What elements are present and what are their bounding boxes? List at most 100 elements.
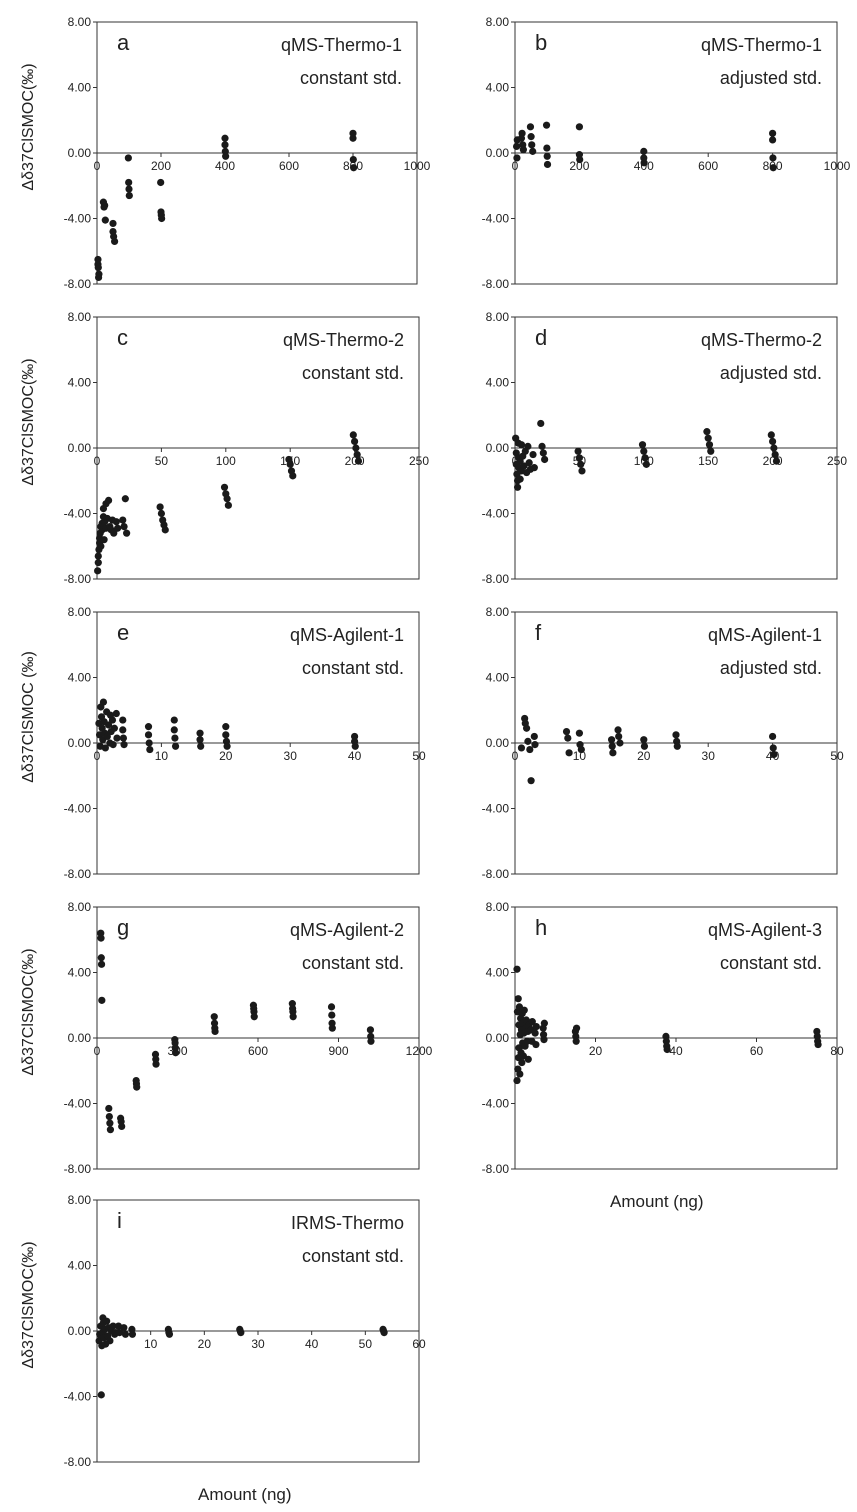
y-tick-label: -8.00	[64, 867, 92, 881]
data-point	[366, 1026, 375, 1034]
data-point	[577, 745, 585, 754]
data-point	[517, 441, 526, 449]
data-point	[516, 475, 524, 483]
data-point	[128, 1330, 137, 1338]
y-tick-label: 8.00	[486, 310, 510, 324]
data-point	[197, 742, 205, 750]
data-point	[123, 529, 131, 537]
panel-subtitle: adjusted std.	[720, 68, 822, 88]
y-tick-label: -4.00	[64, 1097, 92, 1111]
panel-a: 8.004.000.00-4.00-8.0002004006008001000a…	[20, 15, 431, 291]
data-point	[576, 155, 584, 164]
data-point	[614, 726, 622, 734]
data-point	[328, 1024, 336, 1032]
data-point	[161, 526, 169, 534]
data-point	[354, 457, 363, 465]
data-point	[640, 736, 648, 744]
data-point	[520, 1006, 528, 1014]
panel-letter: e	[117, 620, 129, 645]
x-tick-label: 60	[412, 1337, 426, 1351]
data-point	[352, 444, 360, 452]
data-point	[170, 726, 178, 734]
data-point	[133, 1083, 141, 1091]
data-point	[517, 744, 526, 752]
y-tick-label: 0.00	[486, 1031, 510, 1045]
x-tick-label: 20	[589, 1044, 603, 1058]
y-tick-label: -8.00	[64, 1455, 92, 1469]
x-axis-label-h: Amount (ng)	[610, 1192, 704, 1211]
y-tick-label: -4.00	[482, 212, 510, 226]
y-tick-label: 8.00	[486, 15, 510, 29]
y-tick-label: 0.00	[68, 146, 92, 160]
data-point	[170, 716, 178, 724]
x-tick-label: 40	[669, 1044, 683, 1058]
x-tick-label: 30	[284, 749, 298, 763]
data-point	[94, 552, 102, 560]
data-point	[514, 995, 522, 1003]
data-point	[524, 737, 532, 745]
x-tick-label: 40	[305, 1337, 319, 1351]
data-point	[110, 529, 118, 537]
data-point	[94, 567, 102, 575]
data-point	[157, 509, 165, 518]
data-point	[640, 159, 648, 167]
x-tick-label: 900	[328, 1044, 348, 1058]
data-point	[528, 1018, 536, 1026]
data-point	[156, 503, 164, 511]
data-point	[211, 1027, 219, 1036]
data-point	[527, 133, 535, 141]
panel-letter: b	[535, 30, 547, 55]
data-point	[112, 709, 120, 718]
y-tick-label: -8.00	[482, 867, 510, 881]
data-point	[519, 146, 527, 154]
data-point	[349, 431, 357, 439]
data-point	[527, 777, 535, 785]
data-point	[672, 731, 680, 739]
panel-title: qMS-Thermo-1	[701, 35, 822, 55]
data-point	[705, 441, 714, 449]
y-tick-label: 8.00	[68, 900, 92, 914]
data-point	[157, 178, 165, 187]
y-tick-label: 4.00	[68, 81, 92, 95]
data-point	[513, 154, 521, 162]
x-tick-label: 50	[412, 749, 426, 763]
data-point	[351, 742, 359, 750]
data-point	[165, 1330, 174, 1338]
data-point	[144, 731, 153, 739]
data-point	[770, 444, 778, 452]
data-point	[516, 1070, 524, 1078]
data-point	[640, 742, 649, 750]
x-tick-label: 80	[830, 1044, 844, 1058]
data-point	[109, 219, 117, 228]
data-point	[616, 739, 624, 747]
data-point	[105, 1113, 113, 1121]
x-tick-label: 0	[94, 1044, 101, 1058]
y-tick-label: -8.00	[482, 572, 510, 586]
y-tick-label: -4.00	[64, 507, 92, 521]
panel-letter: a	[117, 30, 130, 55]
panel-d: 8.004.000.00-4.00-8.00050100150200250dqM…	[482, 310, 848, 586]
y-tick-label: 4.00	[486, 376, 510, 390]
data-point	[146, 745, 154, 754]
x-tick-label: 200	[151, 159, 171, 173]
x-tick-label: 250	[409, 454, 429, 468]
x-tick-label: 200	[569, 159, 589, 173]
data-point	[101, 744, 109, 752]
data-point	[222, 152, 230, 160]
y-tick-label: 8.00	[68, 605, 92, 619]
y-tick-label: 4.00	[486, 966, 510, 980]
data-point	[608, 742, 616, 750]
panel-letter: c	[117, 325, 128, 350]
data-point	[367, 1037, 375, 1045]
data-point	[513, 483, 522, 491]
data-point	[814, 1040, 822, 1049]
x-tick-label: 10	[144, 1337, 158, 1351]
data-point	[769, 129, 777, 137]
data-point	[353, 450, 361, 459]
data-point	[223, 495, 231, 503]
y-tick-label: -4.00	[482, 507, 510, 521]
y-tick-label: 8.00	[486, 900, 510, 914]
x-tick-label: 400	[215, 159, 235, 173]
data-point	[642, 460, 650, 468]
data-point	[513, 142, 521, 151]
